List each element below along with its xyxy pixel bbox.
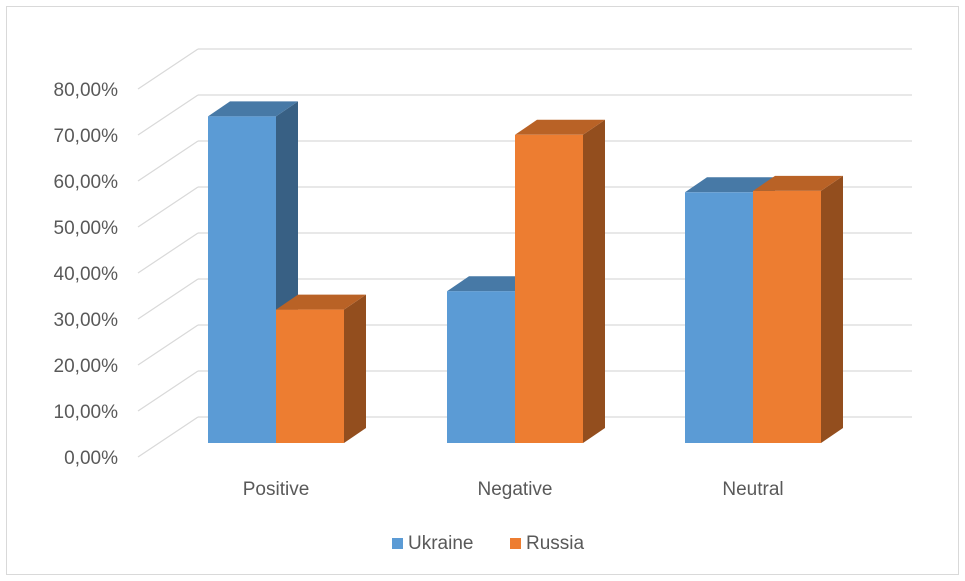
gridline-diagonal: [137, 48, 199, 90]
y-tick-label: 30,00%: [54, 310, 119, 331]
bar-top: [447, 276, 537, 292]
gridline-diagonal: [137, 416, 199, 458]
bar-side: [344, 294, 366, 443]
y-tick-label: 60,00%: [54, 172, 119, 193]
bar-top: [685, 177, 775, 193]
legend-label: Ukraine: [408, 533, 473, 554]
legend-swatch: [510, 538, 521, 549]
y-tick-label: 40,00%: [54, 264, 119, 285]
legend: Ukraine Russia: [392, 533, 585, 554]
legend-swatch: [392, 538, 403, 549]
x-category-label: Positive: [243, 479, 310, 500]
bar-top: [753, 175, 843, 191]
bars: [208, 101, 843, 444]
gridline-diagonal: [137, 140, 199, 182]
bar-front: [515, 134, 583, 444]
bar: [753, 175, 843, 444]
y-tick-label: 50,00%: [54, 218, 119, 239]
bar-side: [821, 175, 843, 444]
bar: [276, 294, 366, 443]
y-tick-label: 80,00%: [54, 80, 119, 101]
bar-front: [208, 116, 276, 444]
bar-side: [583, 119, 605, 444]
bar-front: [276, 309, 344, 443]
bar-front: [753, 190, 821, 443]
x-category-label: Neutral: [722, 479, 783, 500]
legend-label: Russia: [526, 533, 585, 554]
bar-front: [447, 291, 515, 443]
gridline-diagonal: [137, 278, 199, 320]
bar-top: [515, 119, 605, 135]
gridline-diagonal: [137, 94, 199, 136]
y-tick-label: 70,00%: [54, 126, 119, 147]
gridline-diagonal: [137, 232, 199, 274]
x-axis-categories: Positive Negative Neutral: [243, 479, 784, 500]
y-axis-ticks: 0,00% 10,00% 20,00% 30,00% 40,00% 50,00% 60,00…: [54, 80, 119, 469]
y-tick-label: 0,00%: [64, 448, 118, 469]
bar-top: [276, 294, 366, 310]
gridline-diagonal: [137, 186, 199, 228]
gridline-diagonal: [137, 370, 199, 412]
x-category-label: Negative: [478, 479, 553, 500]
bar: [515, 119, 605, 444]
bar-top: [208, 101, 298, 117]
y-tick-label: 20,00%: [54, 356, 119, 377]
gridline-diagonal: [137, 324, 199, 366]
bar: [208, 101, 298, 444]
y-tick-label: 10,00%: [54, 402, 119, 423]
bar-front: [685, 192, 753, 443]
